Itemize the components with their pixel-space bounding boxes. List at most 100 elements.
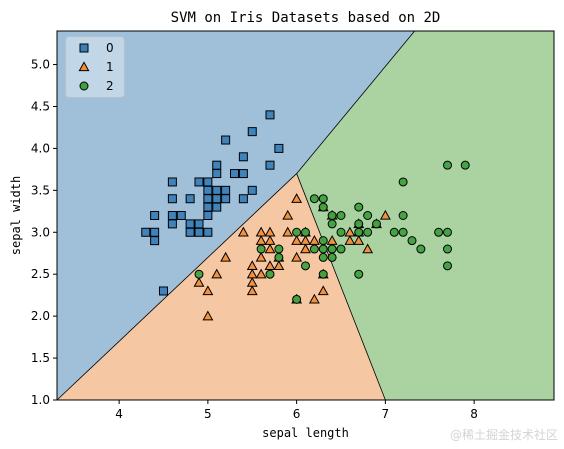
x-tick-label: 5 — [204, 407, 212, 421]
data-point-class-2 — [327, 252, 337, 262]
data-point-class-1 — [379, 209, 391, 220]
plot-frame — [56, 30, 555, 401]
data-point-class-0 — [203, 202, 213, 212]
data-point-class-2 — [318, 236, 328, 246]
data-point-class-2 — [398, 211, 408, 220]
decision-regions — [57, 31, 554, 400]
data-point-class-1 — [308, 235, 320, 245]
region-class-0 — [57, 31, 415, 400]
data-point-class-2 — [318, 269, 328, 279]
y-tick-label: 5.0 — [31, 58, 50, 72]
legend: 0 1 2 — [65, 36, 125, 98]
data-point-class-0 — [212, 194, 222, 204]
data-point-class-2 — [389, 227, 399, 237]
data-point-class-2 — [363, 227, 373, 237]
data-point-class-0 — [203, 185, 213, 195]
data-point-class-2 — [292, 227, 302, 237]
decision-boundaries — [56, 30, 415, 401]
data-point-class-2 — [443, 244, 452, 254]
data-point-class-0 — [150, 236, 160, 246]
data-point-class-0 — [176, 211, 186, 220]
x-tick-label: 7 — [382, 407, 390, 421]
legend-marker — [79, 43, 89, 53]
data-point-class-1 — [291, 251, 303, 262]
data-point-class-0 — [194, 177, 204, 187]
data-point-class-2 — [309, 244, 319, 254]
data-point-class-1 — [255, 251, 267, 262]
data-point-class-1 — [246, 260, 258, 270]
data-point-class-1 — [362, 243, 374, 254]
boundary-line — [56, 173, 297, 401]
data-point-class-0 — [221, 194, 231, 204]
data-point-class-0 — [167, 211, 177, 220]
y-axis-label: sepal width — [9, 176, 23, 255]
data-point-class-0 — [203, 211, 213, 220]
data-point-class-0 — [167, 194, 177, 204]
data-point-class-0 — [212, 169, 222, 179]
data-point-class-2 — [318, 252, 328, 262]
legend-marker — [78, 61, 90, 72]
boundary-line — [296, 30, 415, 174]
data-points — [141, 110, 470, 321]
chart-title: SVM on Iris Datasets based on 2D — [171, 10, 441, 26]
data-point-class-1 — [246, 276, 258, 287]
data-point-class-1 — [264, 226, 276, 237]
data-point-class-1 — [202, 310, 214, 321]
data-point-class-2 — [309, 194, 319, 204]
data-point-class-0 — [265, 160, 275, 170]
data-point-class-1 — [264, 243, 276, 254]
region-class-2 — [296, 31, 554, 400]
x-tick-label: 6 — [293, 407, 301, 421]
data-point-class-1 — [291, 193, 303, 203]
data-point-class-2 — [327, 211, 337, 220]
data-point-class-0 — [194, 227, 204, 237]
data-point-class-2 — [256, 244, 266, 254]
y-tick-label: 1.0 — [31, 393, 50, 407]
data-point-class-2 — [292, 294, 302, 304]
data-point-class-0 — [274, 143, 284, 153]
data-point-class-1 — [300, 243, 311, 254]
data-point-class-0 — [238, 152, 248, 162]
data-point-class-0 — [185, 219, 195, 229]
data-point-class-0 — [141, 227, 151, 237]
data-point-class-1 — [353, 235, 365, 245]
y-tick-label: 4.0 — [31, 141, 50, 155]
data-point-class-2 — [318, 202, 328, 212]
data-point-class-2 — [336, 244, 346, 254]
data-point-class-1 — [282, 209, 294, 220]
data-point-class-1 — [344, 235, 356, 245]
data-point-class-0 — [230, 169, 239, 179]
data-point-class-0 — [185, 227, 195, 237]
data-point-class-0 — [150, 211, 160, 220]
data-point-class-1 — [344, 226, 356, 237]
data-point-class-0 — [194, 219, 204, 229]
data-point-class-2 — [336, 227, 346, 237]
data-point-class-2 — [372, 219, 381, 229]
data-point-class-2 — [443, 160, 452, 170]
data-point-class-1 — [300, 235, 311, 245]
data-point-class-2 — [398, 177, 408, 187]
data-point-class-1 — [246, 268, 258, 279]
y-tick-label: 2.5 — [31, 267, 50, 281]
legend-label: 2 — [106, 79, 114, 93]
data-point-class-1 — [282, 226, 294, 237]
data-point-class-0 — [247, 127, 257, 137]
data-point-class-1 — [193, 276, 205, 287]
data-point-class-1 — [291, 235, 303, 245]
boundary-line — [296, 173, 386, 401]
data-point-class-2 — [265, 269, 275, 279]
data-point-class-0 — [221, 135, 231, 145]
data-point-class-0 — [159, 286, 168, 296]
data-point-class-1 — [255, 235, 267, 245]
x-tick-label: 4 — [115, 407, 123, 421]
data-point-class-1 — [264, 235, 276, 245]
data-point-class-1 — [308, 293, 320, 304]
data-point-class-1 — [211, 268, 223, 279]
data-point-class-2 — [354, 219, 364, 229]
data-point-class-1 — [202, 285, 214, 296]
data-point-class-2 — [301, 261, 310, 271]
data-point-class-1 — [220, 251, 232, 262]
data-point-class-1 — [255, 226, 267, 237]
series-0 — [141, 110, 284, 296]
data-point-class-2 — [460, 160, 470, 170]
